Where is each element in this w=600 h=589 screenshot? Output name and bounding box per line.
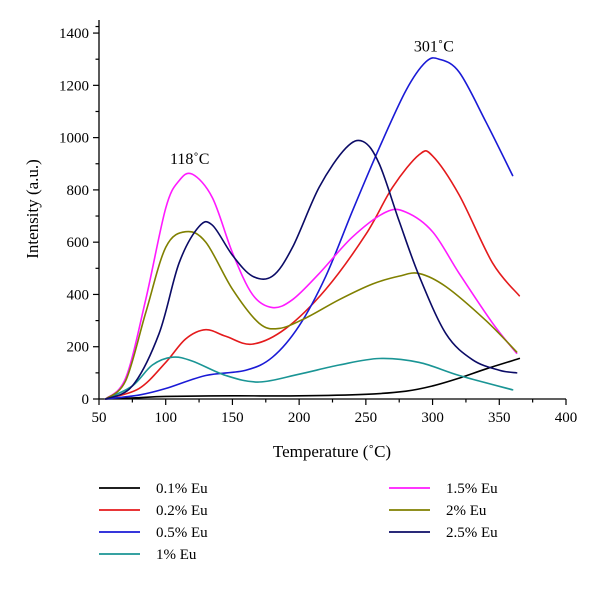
series-line-1-eu: [104, 356, 514, 400]
y-tick-label: 1400: [59, 26, 89, 42]
x-tick-label: 400: [555, 410, 578, 426]
y-tick-label: 1000: [59, 131, 89, 147]
series-line-0-1-eu: [104, 357, 521, 400]
y-axis-title: Intensity (a.u.): [23, 159, 42, 259]
legend-label-1-eu: 1% Eu: [156, 547, 197, 563]
y-tick-label: 0: [82, 392, 90, 408]
x-tick-label: 200: [288, 410, 311, 426]
series-line-0-5-eu: [104, 57, 514, 400]
series-line-2-eu: [104, 230, 518, 400]
series-line-2-5-eu: [104, 139, 518, 400]
legend: 0.1% Eu 0.2% Eu 0.5% Eu 1% Eu 1.5% Eu 2% Eu 2.…: [99, 481, 498, 563]
x-tick-label: 300: [421, 410, 444, 426]
legend-label-1-5-eu: 1.5% Eu: [446, 481, 498, 497]
y-tick-label: 400: [67, 287, 90, 303]
legend-label-2-5-eu: 2.5% Eu: [446, 525, 498, 541]
peak-annotation: 118˚C: [170, 151, 209, 168]
legend-label-2-eu: 2% Eu: [446, 503, 487, 519]
annotations: 118˚C 301˚C: [170, 38, 454, 167]
plot-area: [104, 57, 521, 400]
legend-label-0-1-eu: 0.1% Eu: [156, 481, 208, 497]
x-tick-label: 100: [154, 410, 177, 426]
peak-annotation: 301˚C: [414, 38, 454, 55]
x-tick-label: 250: [355, 410, 378, 426]
y-tick-label: 800: [67, 183, 90, 199]
x-tick-label: 50: [92, 410, 107, 426]
y-tick-label: 200: [67, 340, 90, 356]
x-axis-title: Temperature (˚C): [273, 442, 391, 461]
x-tick-label: 350: [488, 410, 511, 426]
series-line-0-2-eu: [104, 149, 521, 400]
y-tick-label: 1200: [59, 78, 89, 94]
ticks: [93, 25, 567, 405]
y-tick-label: 600: [67, 235, 90, 251]
x-tick-label: 150: [221, 410, 244, 426]
axes: [98, 20, 566, 400]
tick-labels: 50 100 150 200 250 300 350 400 0 200 400 600 800 1000…: [59, 26, 577, 426]
legend-label-0-5-eu: 0.5% Eu: [156, 525, 208, 541]
series-line-1-5-eu: [104, 172, 518, 400]
legend-label-0-2-eu: 0.2% Eu: [156, 503, 208, 519]
